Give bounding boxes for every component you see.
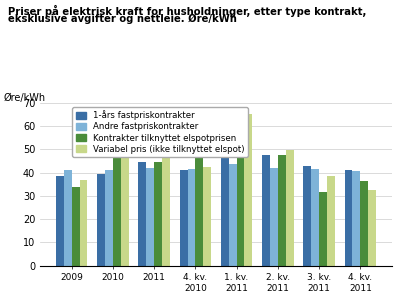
Bar — [237, 138, 244, 266]
Text: Øre/kWh: Øre/kWh — [4, 93, 46, 103]
Bar — [72, 187, 80, 266]
Bar — [121, 155, 128, 266]
Bar — [56, 176, 64, 266]
Bar — [203, 167, 211, 266]
Bar — [188, 169, 195, 266]
Bar — [304, 165, 311, 266]
Bar — [195, 157, 203, 266]
Bar — [146, 168, 154, 266]
Text: Priser på elektrisk kraft for husholdninger, etter type kontrakt,: Priser på elektrisk kraft for husholdnin… — [8, 5, 366, 17]
Bar — [64, 170, 72, 266]
Bar — [138, 162, 146, 266]
Bar — [229, 164, 237, 266]
Bar — [113, 154, 121, 266]
Bar — [244, 114, 252, 266]
Bar — [352, 172, 360, 266]
Bar — [262, 155, 270, 266]
Bar — [345, 170, 352, 266]
Bar — [286, 150, 294, 266]
Bar — [221, 157, 229, 266]
Bar — [97, 174, 105, 266]
Bar — [327, 176, 335, 266]
Bar — [180, 170, 188, 266]
Bar — [80, 180, 87, 266]
Bar — [319, 192, 327, 266]
Bar — [105, 170, 113, 266]
Legend: 1-års fastpriskontrakter, Andre fastpriskontrakter, Kontrakter tilknyttet elspot: 1-års fastpriskontrakter, Andre fastpris… — [72, 107, 248, 157]
Bar — [270, 168, 278, 266]
Bar — [162, 154, 170, 266]
Bar — [154, 162, 162, 266]
Text: eksklusive avgifter og nettleie. Øre/kWh: eksklusive avgifter og nettleie. Øre/kWh — [8, 14, 237, 24]
Bar — [278, 155, 286, 266]
Bar — [360, 181, 368, 266]
Bar — [368, 190, 376, 266]
Bar — [311, 169, 319, 266]
